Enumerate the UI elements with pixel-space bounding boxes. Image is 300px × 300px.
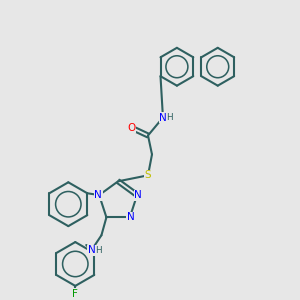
Text: N: N (94, 190, 102, 200)
Text: N: N (159, 112, 167, 122)
Text: H: H (95, 246, 102, 255)
Text: O: O (127, 122, 135, 133)
Text: N: N (134, 190, 142, 200)
Text: H: H (167, 113, 173, 122)
Text: N: N (88, 245, 95, 255)
Text: S: S (145, 170, 151, 180)
Text: N: N (127, 212, 135, 222)
Text: F: F (72, 289, 78, 299)
